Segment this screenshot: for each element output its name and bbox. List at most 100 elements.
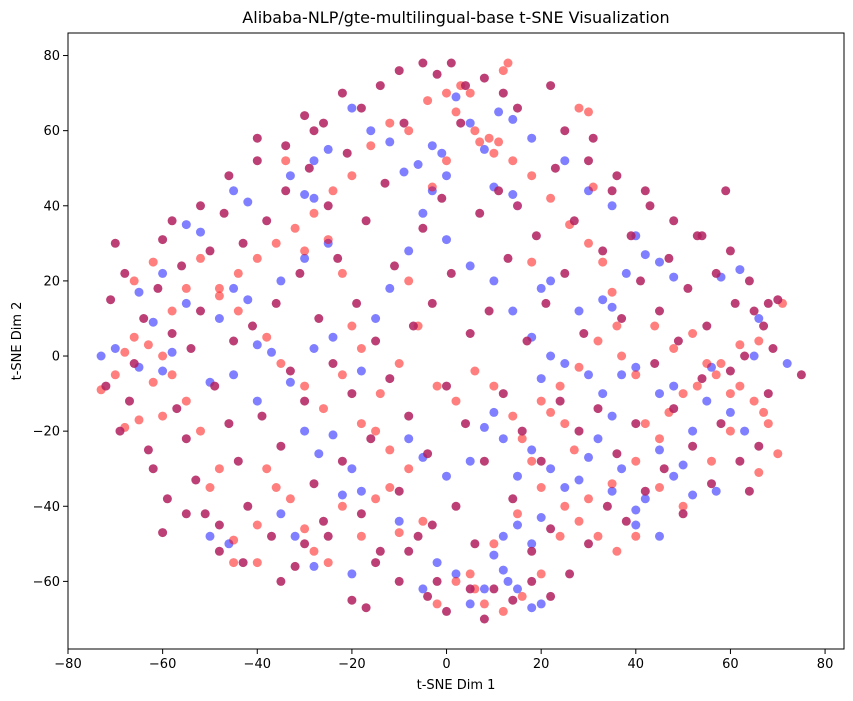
scatter-point (243, 197, 253, 207)
scatter-point (356, 531, 366, 541)
scatter-point (546, 464, 556, 474)
scatter-point (598, 389, 608, 399)
scatter-point (309, 156, 319, 166)
scatter-point (158, 411, 168, 421)
scatter-point (229, 186, 239, 196)
scatter-point (763, 298, 773, 308)
scatter-point (678, 509, 688, 519)
scatter-point (385, 445, 395, 455)
scatter-point (574, 426, 584, 436)
scatter-point (536, 283, 546, 293)
scatter-point (546, 524, 556, 534)
scatter-point (508, 494, 518, 504)
scatter-point (300, 396, 310, 406)
scatter-point (508, 595, 518, 605)
scatter-point (347, 595, 357, 605)
scatter-point (735, 340, 745, 350)
scatter-point (527, 539, 537, 549)
scatter-point (588, 182, 598, 192)
scatter-point (725, 389, 735, 399)
scatter-point (716, 419, 726, 429)
scatter-point (697, 231, 707, 241)
scatter-point (655, 483, 664, 492)
scatter-point (536, 513, 546, 522)
scatter-point (546, 591, 556, 601)
scatter-point (196, 426, 205, 436)
scatter-point (730, 298, 740, 308)
scatter-point (560, 156, 570, 166)
scatter-point (461, 81, 470, 91)
scatter-point (281, 186, 291, 196)
scatter-point (134, 287, 144, 297)
scatter-point (584, 107, 593, 117)
scatter-point (688, 329, 698, 338)
scatter-point (371, 426, 381, 436)
scatter-point (702, 321, 712, 331)
scatter-point (508, 411, 518, 421)
scatter-point (669, 471, 679, 481)
scatter-point (735, 381, 745, 391)
scatter-point (711, 370, 721, 380)
scatter-point (418, 223, 428, 233)
scatter-point (617, 370, 627, 380)
scatter-point (494, 186, 504, 196)
scatter-point (101, 381, 111, 391)
scatter-point (536, 599, 546, 609)
scatter-point (285, 366, 295, 376)
scatter-point (281, 156, 291, 166)
scatter-point (527, 603, 537, 613)
scatter-point (314, 314, 324, 323)
scatter-point (385, 374, 395, 384)
scatter-point (172, 404, 182, 414)
scatter-point (560, 501, 570, 511)
scatter-point (337, 501, 347, 511)
y-axis-label: t-SNE Dim 2 (10, 302, 25, 381)
scatter-point (115, 426, 125, 436)
scatter-point (300, 190, 310, 199)
scatter-point (527, 546, 537, 556)
scatter-point (631, 531, 641, 541)
scatter-point (214, 520, 224, 530)
scatter-point (678, 501, 688, 511)
scatter-point (498, 66, 508, 76)
scatter-point (442, 235, 451, 245)
scatter-point (659, 464, 669, 474)
scatter-point (252, 133, 262, 143)
scatter-point (375, 546, 385, 556)
y-axis-ticks: −60 −40 −20 0 20 40 60 80 (33, 49, 68, 590)
scatter-point (631, 419, 641, 429)
scatter-point (375, 81, 385, 91)
scatter-point (725, 407, 735, 417)
x-tick-label: −60 (149, 657, 176, 672)
scatter-point (631, 520, 641, 530)
points-layer (96, 58, 806, 624)
scatter-point (489, 584, 499, 594)
scatter-point (479, 584, 489, 594)
scatter-point (655, 531, 664, 541)
scatter-point (276, 576, 286, 586)
scatter-point (380, 178, 390, 188)
scatter-point (735, 456, 745, 466)
scatter-point (574, 475, 584, 485)
scatter-point (276, 359, 286, 368)
scatter-point (390, 261, 399, 271)
scatter-point (229, 370, 239, 380)
scatter-point (347, 569, 357, 579)
scatter-point (309, 193, 319, 203)
scatter-point (252, 156, 262, 166)
scatter-point (356, 509, 366, 519)
scatter-point (158, 235, 168, 245)
scatter-point (399, 167, 409, 177)
scatter-point (432, 381, 442, 391)
scatter-point (148, 464, 158, 474)
series-overlap (101, 58, 806, 624)
scatter-point (120, 347, 130, 357)
scatter-point (356, 366, 366, 376)
scatter-point (773, 295, 783, 305)
scatter-point (711, 268, 721, 278)
scatter-point (371, 494, 381, 504)
scatter-point (640, 186, 650, 196)
scatter-point (593, 404, 603, 414)
scatter-point (337, 456, 347, 466)
scatter-point (229, 283, 239, 293)
